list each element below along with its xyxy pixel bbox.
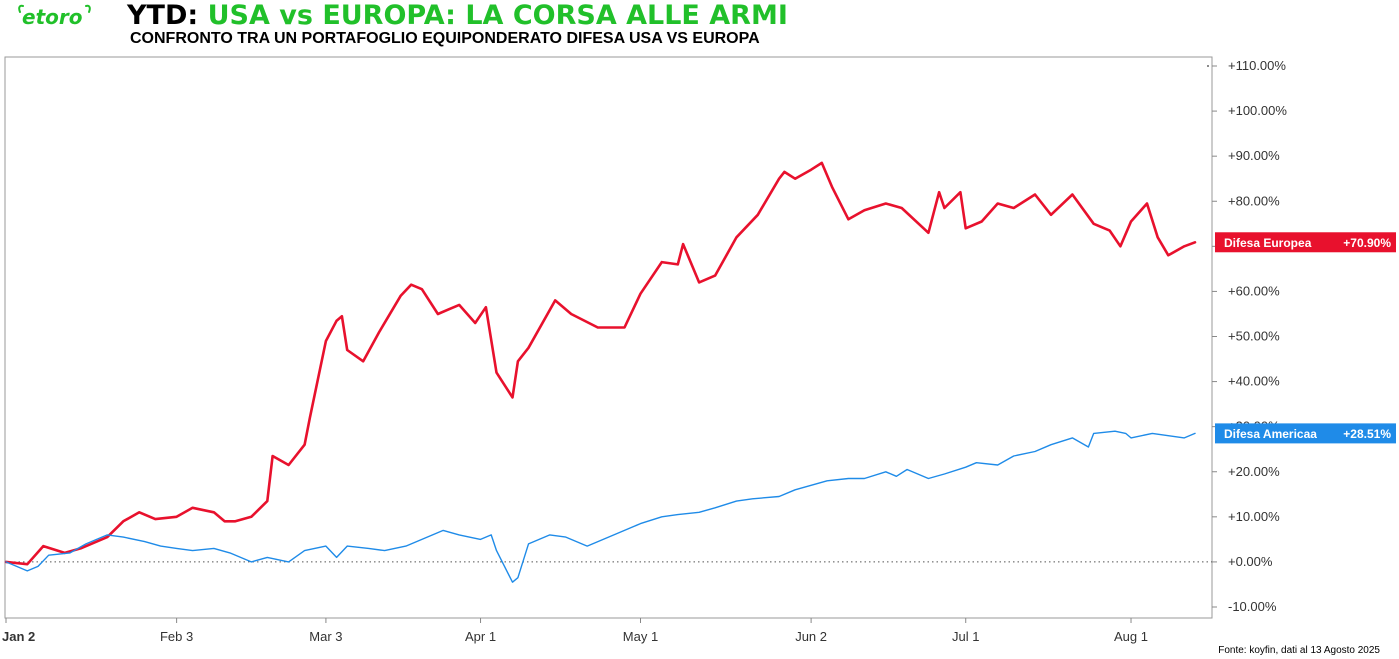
y-tick-label: +80.00%	[1228, 193, 1280, 208]
y-axis: -10.00%+0.00%+10.00%+20.00%+30.00%+40.00…	[1207, 58, 1287, 614]
chart-title-prefix: YTD:	[127, 0, 208, 31]
x-tick-label: Apr 1	[465, 629, 496, 644]
x-tick-label: Jan 2	[2, 629, 35, 644]
end-label-name: Difesa Europea	[1224, 236, 1312, 250]
chart-title: YTD: USA vs EUROPA: LA CORSA ALLE ARMI	[127, 0, 788, 34]
plot-border	[4, 56, 1213, 619]
etoro-logo-right-hand	[85, 4, 91, 13]
end-label-usa: Difesa Americaa +28.51%	[1215, 423, 1396, 444]
y-tick-label: +90.00%	[1228, 148, 1280, 163]
end-label-europa: Difesa Europea +70.90%	[1215, 232, 1396, 253]
y-tick-label: +10.00%	[1228, 509, 1280, 524]
x-tick-label: Jul 1	[952, 629, 979, 644]
series-line-europa	[4, 161, 1197, 566]
x-tick-label: Mar 3	[309, 629, 342, 644]
series-layer	[4, 161, 1197, 583]
y-tick-label: +50.00%	[1228, 329, 1280, 344]
x-tick-label: Aug 1	[1114, 629, 1148, 644]
end-labels: Difesa Europea +70.90% Difesa Americaa +28.…	[1215, 232, 1396, 444]
etoro-logo-left-hand	[18, 4, 24, 13]
plot-frame	[4, 56, 1213, 619]
end-label-name: Difesa Americaa	[1224, 427, 1317, 441]
end-label-bg	[1215, 423, 1396, 444]
chart-title-main: USA vs EUROPA: LA CORSA ALLE ARMI	[207, 0, 788, 31]
end-label-value: +70.90%	[1343, 236, 1391, 250]
series-line-usa	[5, 430, 1196, 583]
y-axis-top-dot	[1207, 65, 1209, 67]
end-label-bg	[1215, 232, 1396, 253]
y-tick-label: +40.00%	[1228, 374, 1280, 389]
etoro-logo-text: etoro	[22, 5, 83, 29]
etoro-logo: etoro	[18, 4, 91, 29]
y-tick-label: +100.00%	[1228, 103, 1287, 118]
x-tick-label: Jun 2	[795, 629, 827, 644]
x-tick-label: Feb 3	[160, 629, 193, 644]
y-tick-label: -10.00%	[1228, 599, 1277, 614]
source-note: Fonte: koyfin, dati al 13 Agosto 2025	[1218, 645, 1380, 656]
y-tick-label: +0.00%	[1228, 554, 1273, 569]
y-tick-label: +110.00%	[1228, 58, 1286, 73]
chart-subtitle: CONFRONTO TRA UN PORTAFOGLIO EQUIPONDERA…	[130, 30, 760, 47]
y-tick-label: +60.00%	[1228, 283, 1280, 298]
x-axis: Jan 2 Feb 3 Mar 3 Apr 1 May 1 Jun 2 Jul 1 Aug 1	[2, 618, 1148, 644]
y-tick-label: +20.00%	[1228, 464, 1280, 479]
x-tick-label: May 1	[623, 629, 658, 644]
end-label-value: +28.51%	[1343, 427, 1391, 441]
